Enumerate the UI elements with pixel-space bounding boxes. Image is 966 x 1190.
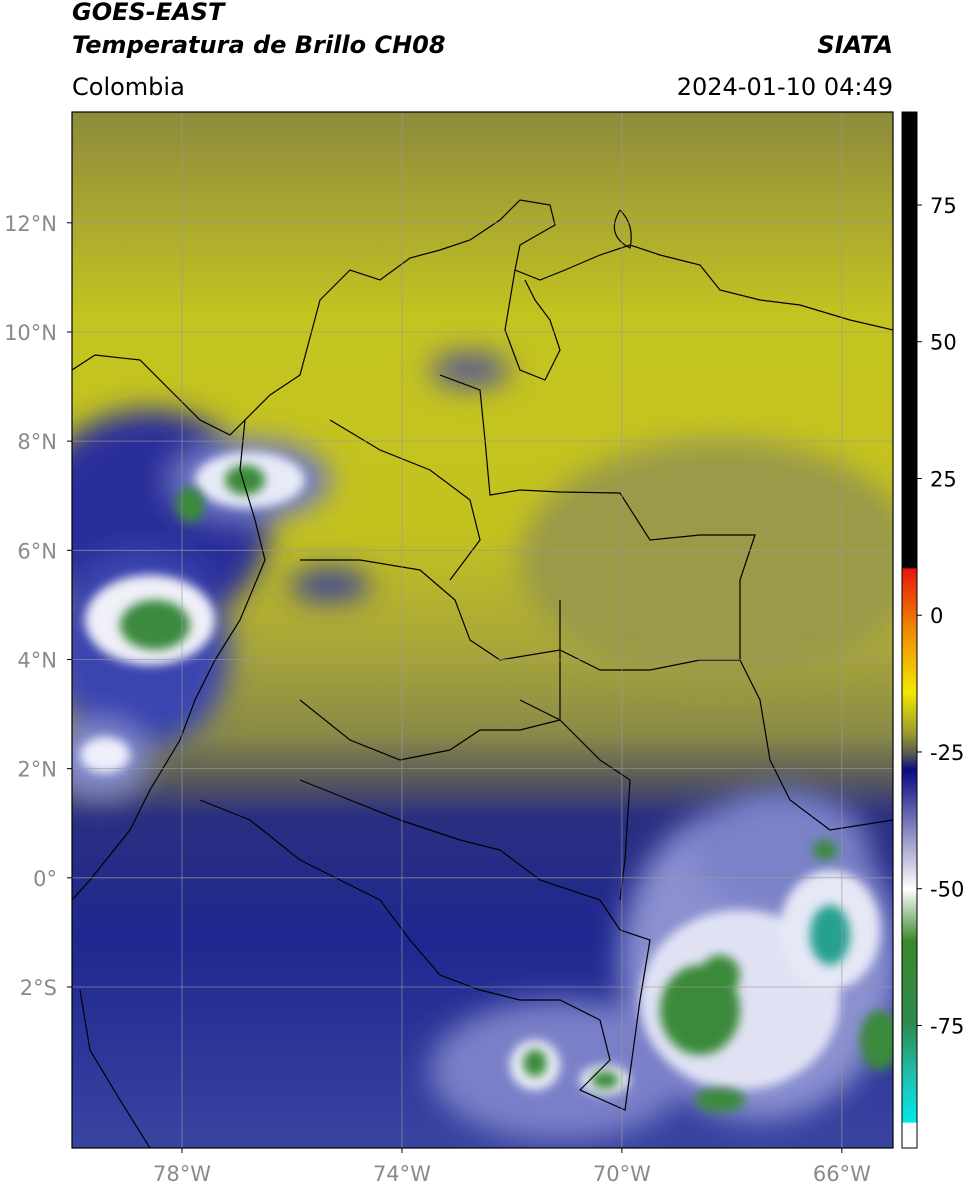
colorbar	[901, 111, 918, 1149]
x-tick-label: 70°W	[593, 1162, 651, 1186]
colorbar-tick-label: 50	[930, 331, 957, 355]
grid	[72, 112, 893, 1148]
region: Colombia	[72, 73, 185, 101]
map-frame	[71, 111, 894, 1149]
colorbar-tick-label: 25	[930, 467, 957, 491]
y-tick-label: 2°S	[20, 976, 57, 1000]
y-tick-label: 6°N	[17, 539, 57, 563]
x-tick-label: 78°W	[153, 1162, 211, 1186]
x-tick-label: 74°W	[373, 1162, 431, 1186]
colorbar-tick-label: -50	[930, 878, 964, 902]
subtitle: Temperatura de Brillo CH08	[72, 31, 446, 59]
colorbar-tick-label: -25	[930, 741, 964, 765]
y-tick-label: 10°N	[4, 321, 57, 345]
y-tick-label: 4°N	[17, 648, 57, 672]
y-tick-label: 8°N	[17, 430, 57, 454]
y-tick-label: 0°	[33, 867, 57, 891]
y-tick-label: 12°N	[4, 212, 57, 236]
colorbar-tick-label: -75	[930, 1014, 964, 1038]
x-tick-label: 66°W	[813, 1162, 871, 1186]
colorbar-tick-label: 75	[930, 194, 957, 218]
y-tick-label: 2°N	[17, 758, 57, 782]
agency: SIATA	[817, 31, 893, 59]
title: GOES-EAST	[72, 0, 226, 26]
colorbar-tick-label: 0	[930, 604, 943, 628]
map-image	[72, 112, 893, 1148]
datetime: 2024-01-10 04:49	[677, 73, 893, 101]
